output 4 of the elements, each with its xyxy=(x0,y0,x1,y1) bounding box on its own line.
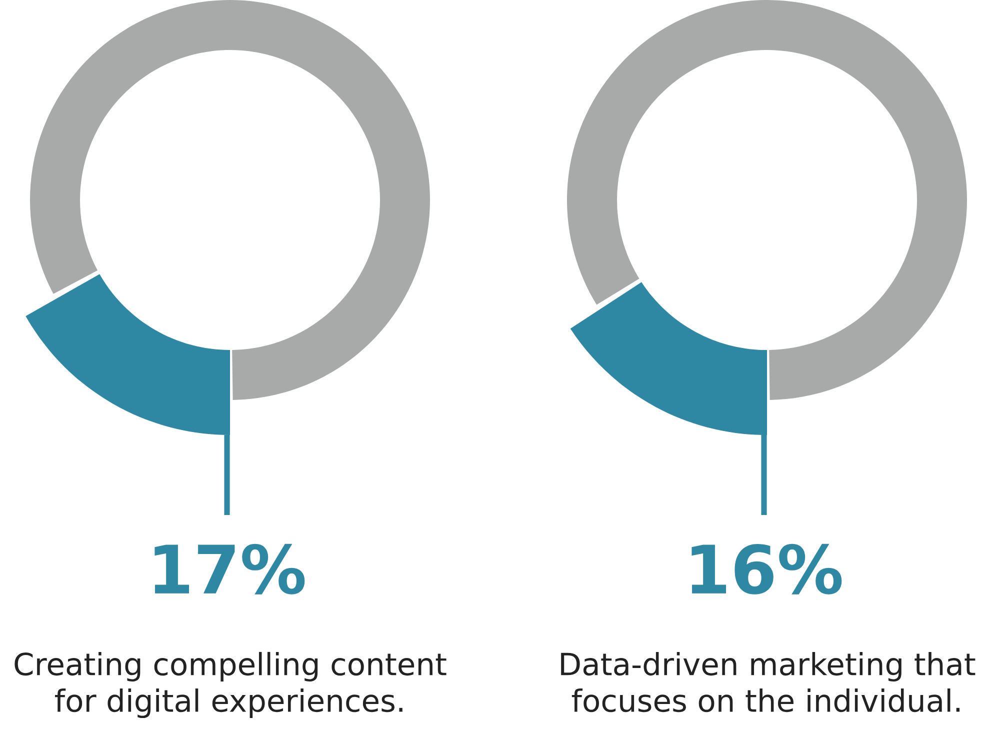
data-label: 17% xyxy=(154,544,305,594)
text: Creating compelling content for digital experiences. xyxy=(14,652,446,718)
data-label: 16% xyxy=(692,544,842,594)
text: Data-driven marketing that focuses on the individual. xyxy=(561,652,976,712)
